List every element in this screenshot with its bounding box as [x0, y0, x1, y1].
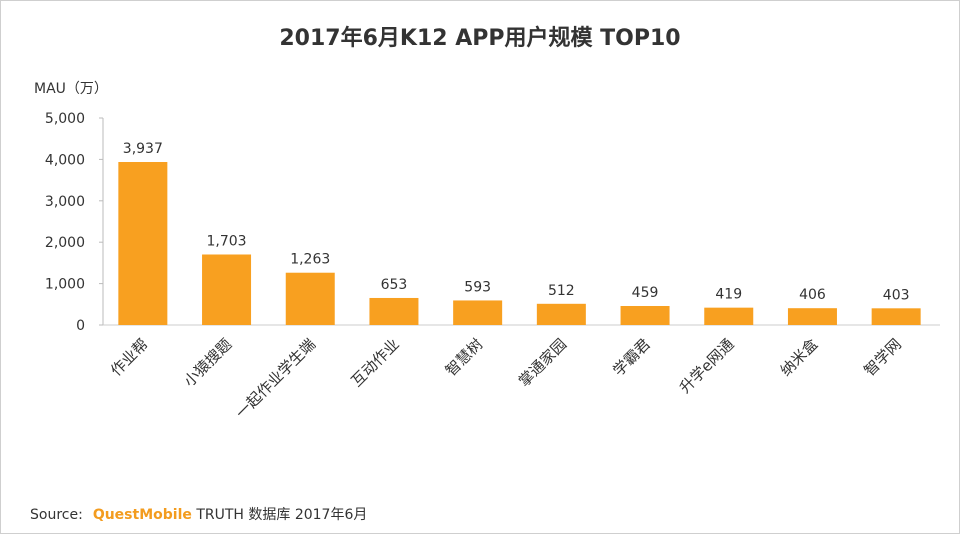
y-tick-label: 1,000 — [45, 277, 85, 293]
source-brand: QuestMobile — [92, 507, 192, 523]
x-tick-label: 智慧树 — [442, 335, 487, 380]
x-tick-label: 互动作业 — [348, 335, 403, 390]
data-label: 419 — [715, 287, 742, 303]
bar — [202, 254, 252, 325]
y-tick-label: 3,000 — [45, 194, 85, 210]
x-tick-label: 小猿搜题 — [180, 335, 235, 390]
x-tick-label: 纳米盒 — [777, 335, 822, 380]
bar — [787, 308, 837, 325]
source-note: Source: QuestMobile TRUTH 数据库 2017年6月 — [30, 504, 367, 524]
bar — [453, 300, 503, 325]
source-prefix: Source: — [30, 507, 83, 523]
x-tick-label: 学霸君 — [609, 335, 654, 380]
data-label: 406 — [799, 287, 826, 303]
bar — [871, 308, 921, 325]
chart-title: 2017年6月K12 APP用户规模 TOP10 — [279, 26, 681, 51]
y-tick-label: 4,000 — [45, 152, 85, 168]
data-label: 403 — [883, 287, 910, 303]
bar — [704, 307, 754, 325]
y-tick-label: 2,000 — [45, 235, 85, 251]
data-label: 512 — [548, 283, 575, 299]
y-tick-label: 5,000 — [45, 111, 85, 127]
data-label: 1,703 — [207, 233, 247, 249]
data-label: 593 — [464, 279, 491, 295]
x-tick-label: 智学网 — [860, 335, 905, 380]
x-tick-label: 作业帮 — [107, 335, 152, 380]
x-tick-label: 掌通家园 — [515, 335, 570, 390]
bar — [536, 303, 586, 325]
y-tick-label: 0 — [76, 318, 85, 334]
bar — [620, 305, 670, 325]
data-label: 1,263 — [290, 252, 330, 268]
bar — [118, 162, 168, 325]
bar — [369, 297, 419, 325]
data-label: 3,937 — [123, 141, 163, 157]
bar — [285, 272, 335, 325]
source-rest: TRUTH 数据库 2017年6月 — [196, 507, 368, 523]
y-axis-label: MAU（万） — [34, 81, 108, 97]
x-tick-label: 升学e网通 — [676, 335, 738, 397]
data-label: 653 — [381, 277, 408, 293]
x-tick-label: 一起作业学生端 — [232, 335, 319, 422]
data-label: 459 — [632, 285, 659, 301]
